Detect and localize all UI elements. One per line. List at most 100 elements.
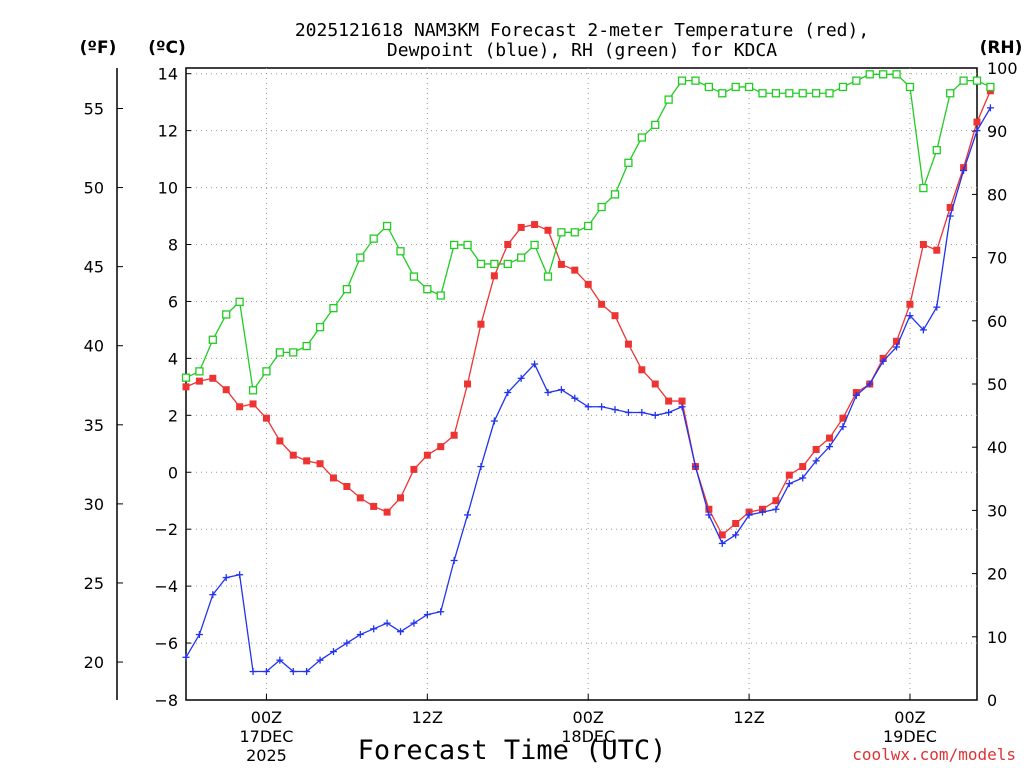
rh-point: [463, 240, 472, 250]
dewpoint-point: [370, 625, 378, 633]
rh-axis-label: (RH): [980, 38, 1023, 58]
rh-tick-label: 80: [987, 185, 1007, 204]
2-meter-temperature-point: [410, 465, 418, 473]
2-meter-temperature-point: [423, 451, 431, 459]
dewpoint-point: [209, 591, 217, 599]
dewpoint-point: [785, 480, 793, 488]
rh-point: [892, 70, 901, 79]
dewpoint-point: [638, 408, 646, 416]
dewpoint-point: [893, 343, 901, 351]
rh-point: [289, 348, 298, 357]
celsius-tick-label: 6: [168, 292, 178, 311]
rh-point: [222, 310, 231, 319]
2-meter-temperature-point: [262, 414, 270, 422]
dewpoint-point: [732, 531, 740, 539]
2-meter-temperature-point: [718, 531, 726, 539]
2-meter-temperature-point: [812, 445, 820, 453]
fahrenheit-tick-label: 45: [84, 258, 104, 277]
2-meter-temperature-point: [611, 312, 619, 320]
rh-point: [570, 228, 579, 237]
2-meter-temperature-point: [276, 437, 284, 445]
dewpoint-point: [316, 656, 324, 664]
2-meter-temperature-point: [946, 203, 954, 211]
x-tick-year: 2025: [246, 746, 287, 765]
dewpoint-point: [960, 166, 968, 174]
dewpoint-point: [531, 360, 539, 368]
celsius-tick-label: 4: [168, 349, 178, 368]
dewpoint-point: [879, 357, 887, 365]
rh-point: [369, 234, 378, 243]
rh-point: [302, 341, 311, 351]
2-meter-temperature-point: [504, 241, 512, 249]
2-meter-temperature-point: [236, 403, 244, 411]
2-meter-temperature-point: [544, 226, 552, 234]
rh-point: [677, 76, 687, 85]
rh-point: [356, 253, 365, 262]
2-meter-temperature-point: [477, 320, 485, 328]
dewpoint-point: [826, 443, 834, 451]
2-meter-temperature-point: [289, 451, 297, 459]
2-meter-temperature-point: [732, 519, 740, 527]
rh-point: [315, 322, 325, 332]
rh-point: [959, 76, 968, 85]
celsius-tick-label: −2: [154, 520, 178, 539]
dewpoint-point: [544, 389, 552, 397]
2-meter-temperature-point: [222, 386, 230, 394]
rh-tick-label: 0: [987, 691, 997, 710]
rh-point: [838, 82, 848, 92]
rh-point: [852, 76, 861, 85]
dewpoint-point: [464, 511, 472, 519]
x-tick-date: 17DEC: [239, 727, 293, 746]
dewpoint-point: [919, 326, 927, 334]
dewpoint-point: [289, 668, 297, 676]
rh-tick-label: 20: [987, 565, 1007, 584]
dewpoint-point: [182, 653, 190, 661]
dewpoint-point: [678, 403, 686, 411]
dewpoint-point: [758, 508, 766, 516]
rh-point: [651, 120, 660, 130]
dewpoint-point: [852, 391, 860, 399]
rh-tick-label: 60: [987, 312, 1007, 331]
2-meter-temperature-point: [303, 457, 311, 465]
rh-point: [785, 89, 794, 98]
rh-point: [664, 95, 673, 104]
dewpoint-point: [812, 457, 820, 465]
dewpoint-point: [973, 127, 981, 135]
rh-point: [423, 285, 432, 294]
x-tick-date: 19DEC: [883, 727, 937, 746]
rh-point: [986, 82, 995, 92]
rh-tick-label: 100: [987, 59, 1018, 78]
rh-point: [610, 190, 620, 199]
rh-point: [409, 272, 419, 281]
rh-tick-label: 70: [987, 249, 1007, 268]
rh-point: [584, 221, 593, 231]
rh-point: [248, 386, 258, 395]
dewpoint-point: [517, 374, 525, 382]
celsius-tick-label: 8: [168, 236, 178, 255]
dewpoint-point: [571, 394, 579, 402]
2-meter-temperature-point: [826, 434, 834, 442]
rh-point: [503, 259, 512, 269]
dewpoint-point: [799, 474, 807, 482]
fahrenheit-tick-label: 30: [84, 495, 104, 514]
dewpoint-point: [410, 619, 418, 627]
dewpoint-point: [249, 668, 257, 676]
dewpoint-point: [772, 505, 780, 513]
2-meter-temperature-point: [182, 383, 190, 391]
x-tick-label: 12Z: [733, 708, 764, 727]
rh-point: [637, 133, 646, 142]
2-meter-temperature-point: [638, 366, 646, 374]
2-meter-temperature-point: [584, 280, 592, 288]
celsius-tick-label: 2: [168, 406, 178, 425]
rh-point: [879, 70, 888, 79]
rh-point: [731, 82, 740, 92]
rh-point: [905, 82, 915, 92]
2-meter-temperature-point: [571, 266, 579, 274]
dewpoint-point: [906, 312, 914, 320]
2-meter-temperature-point: [195, 377, 203, 385]
dewpoint-point: [490, 417, 498, 425]
rh-point: [195, 367, 204, 376]
dewpoint-point: [598, 403, 606, 411]
rh-point: [946, 89, 955, 98]
